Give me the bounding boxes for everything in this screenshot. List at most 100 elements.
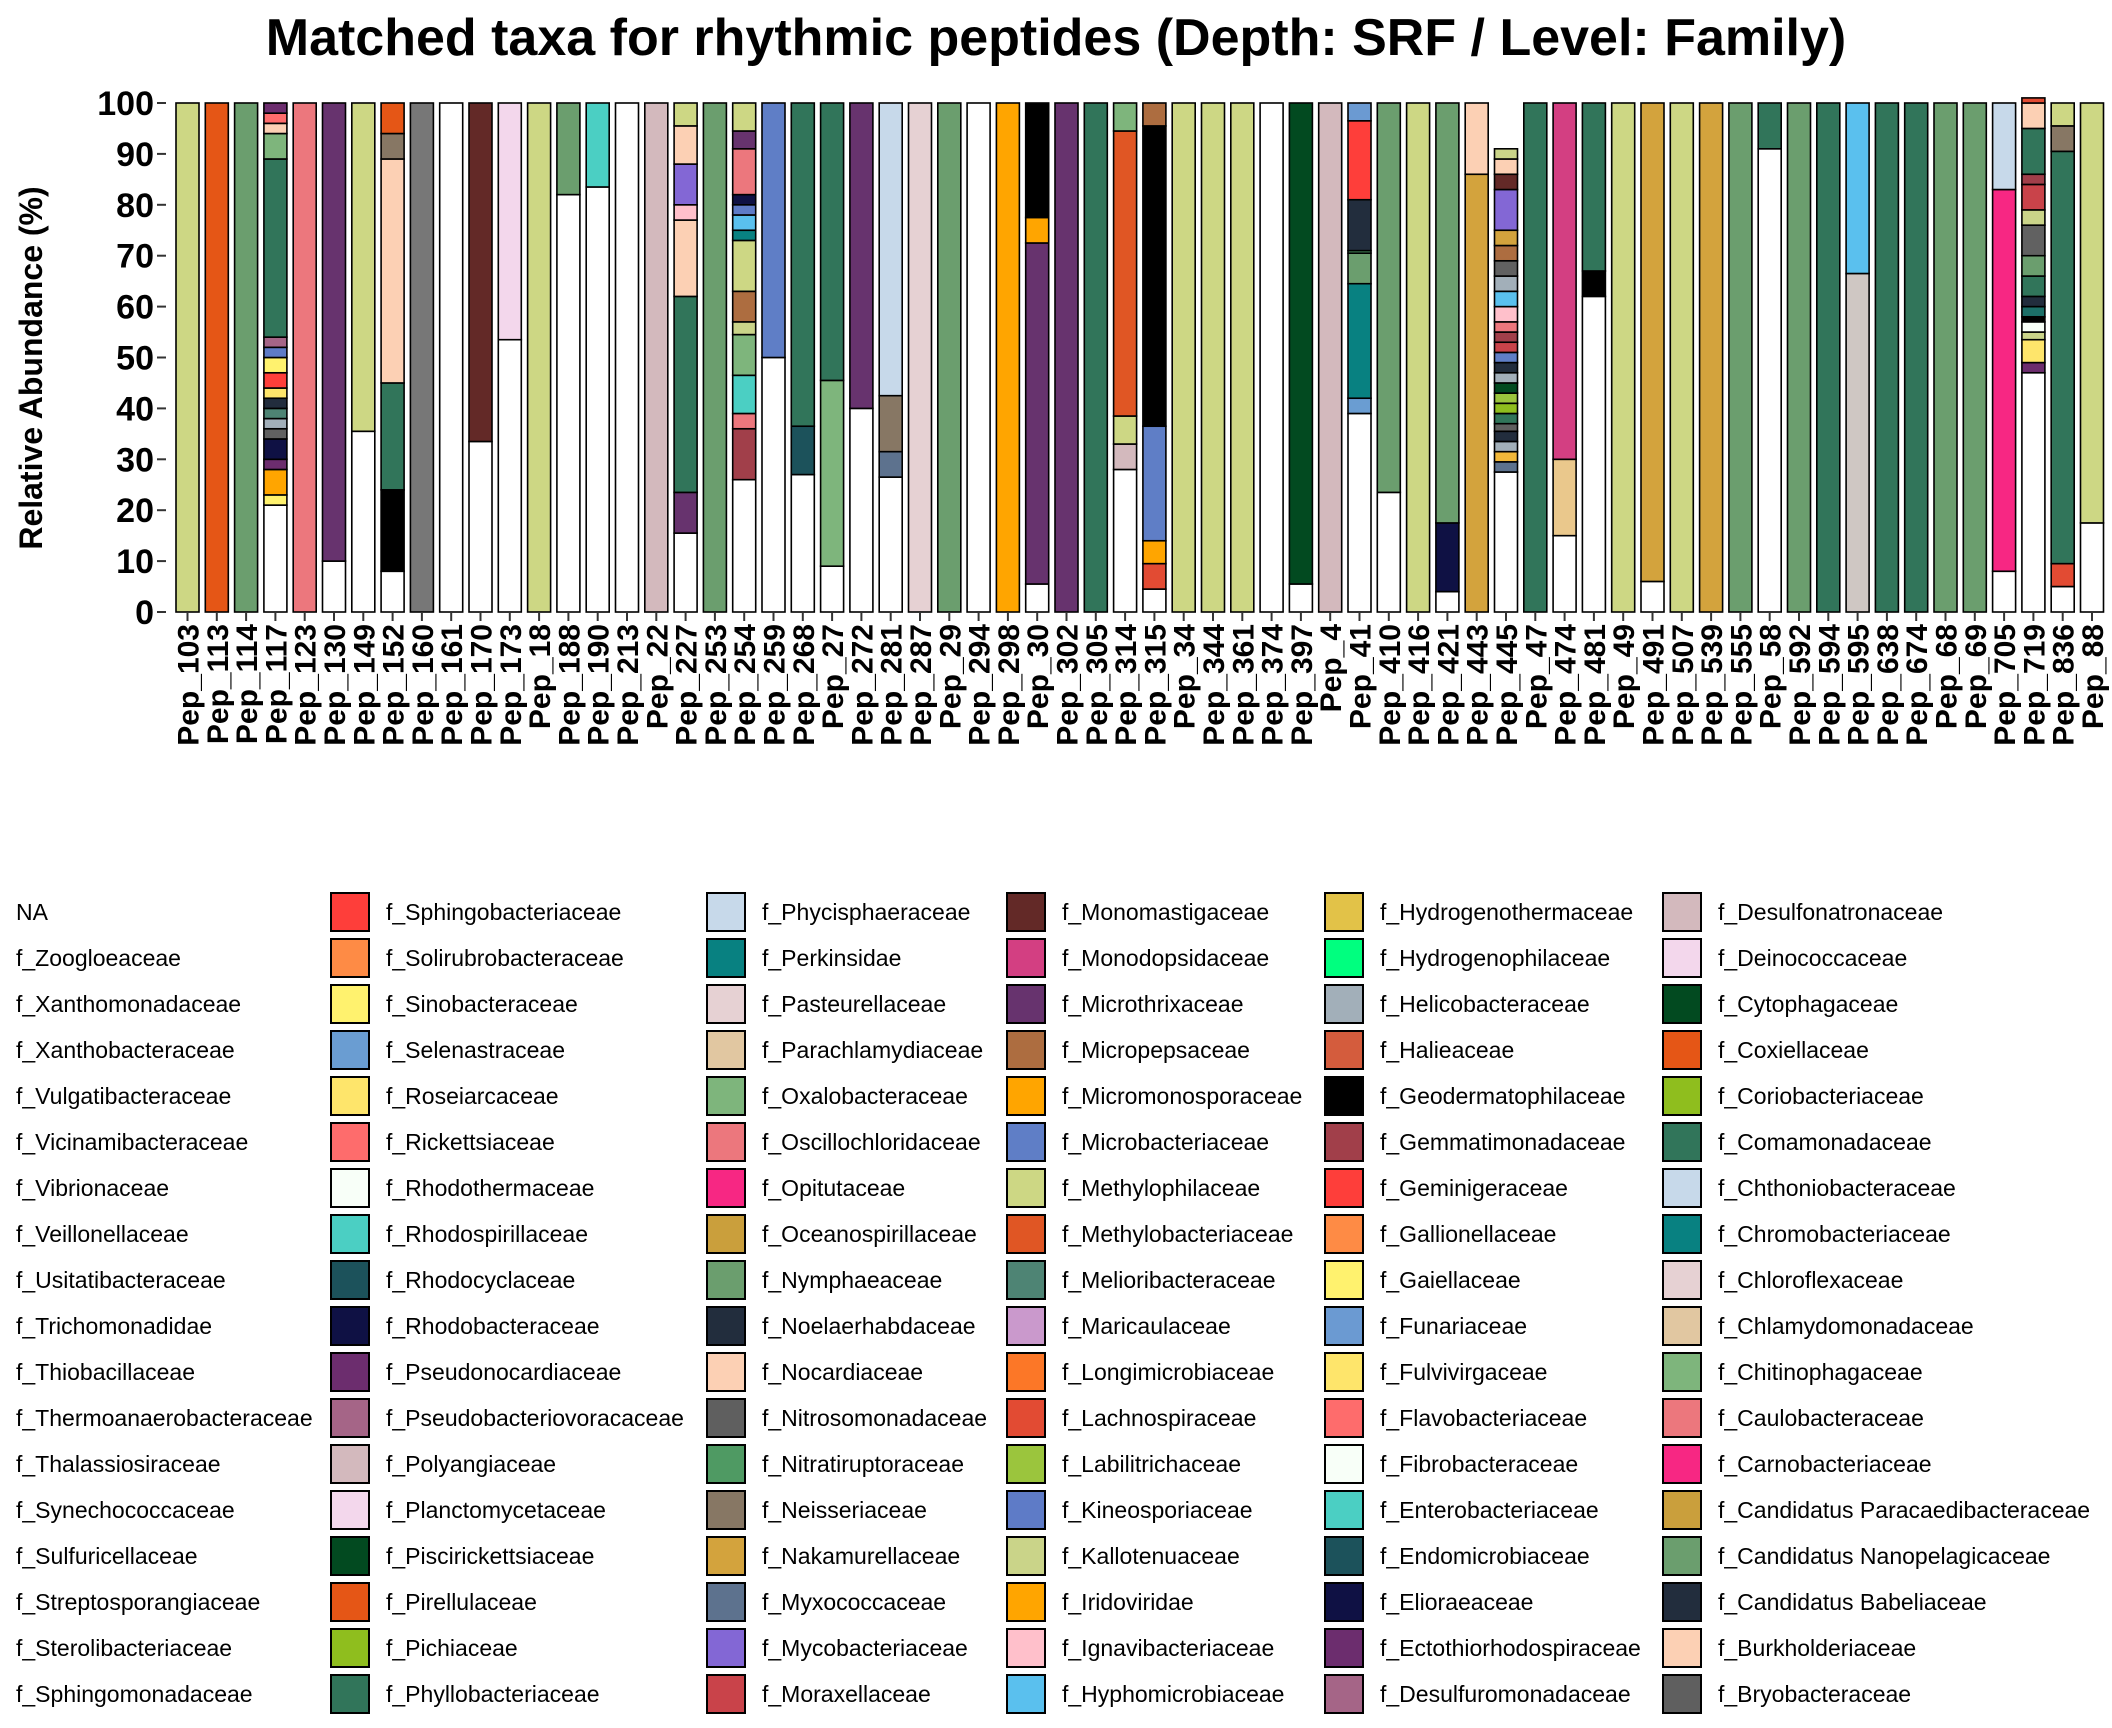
legend-label: f_Fibrobacteraceae (1380, 1450, 1579, 1477)
legend-item: f_Synechococcaceae (14, 1488, 235, 1532)
bar-stack (263, 102, 288, 613)
legend-item: NA (14, 890, 48, 934)
legend-swatch (706, 1444, 746, 1484)
bar-stack (1698, 102, 1724, 613)
legend-item: f_Cytophagaceae (1662, 982, 1898, 1026)
bar-segment (761, 102, 786, 359)
x-tick-label: Pep_344 (1198, 624, 1231, 746)
legend-item: f_Desulfuromonadaceae (1324, 1672, 1631, 1716)
legend-label: f_Pseudobacteriovoracaceae (386, 1404, 684, 1431)
bar-segment (204, 102, 230, 613)
legend-item: f_Funariaceae (1324, 1304, 1527, 1348)
bar-stack (526, 102, 552, 613)
legend-item: f_Chlamydomonadaceae (1662, 1304, 1974, 1348)
legend-item: f_Sphingobacteriaceae (330, 890, 621, 934)
legend-swatch (1006, 1398, 1046, 1438)
bar-stack (1464, 102, 1489, 613)
y-tick-label: 50 (116, 340, 154, 378)
legend-swatch (1324, 1168, 1364, 1208)
legend-label: f_Enterobacteriaceae (1380, 1496, 1599, 1523)
legend-label: f_Chromobacteriaceae (1718, 1220, 1951, 1247)
x-tick-label: Pep_152 (378, 624, 411, 746)
bar-segment (2021, 97, 2046, 104)
legend-item: f_Candidatus Nanopelagicaceae (1662, 1534, 2050, 1578)
bar-segment (2021, 127, 2046, 176)
legend-item: f_Sterolibacteriaceae (14, 1626, 232, 1670)
legend-label: f_Geodermatophilaceae (1380, 1082, 1626, 1109)
bar-segment (761, 356, 786, 613)
bar-stack (1669, 102, 1695, 613)
bar-stack (819, 102, 845, 613)
legend-item: f_Bryobacteraceae (1662, 1672, 1911, 1716)
legend-swatch (1662, 1628, 1702, 1668)
legend-label: f_Endomicrobiaceae (1380, 1542, 1590, 1569)
x-tick-label: Pep_130 (319, 624, 352, 746)
legend-item: f_Micromonosporaceae (1006, 1074, 1302, 1118)
bar-segment (1845, 102, 1870, 275)
legend-label: f_Hydrogenophilaceae (1380, 944, 1611, 971)
x-tick-label: Pep_445 (1491, 624, 1524, 746)
bar-segment (1640, 102, 1665, 583)
bar-segment (731, 214, 757, 232)
bar-segment (878, 102, 904, 397)
bar-stack (995, 102, 1021, 613)
legend-label: f_Vicinamibacteraceae (16, 1128, 249, 1155)
legend-item: f_Parachlamydiaceae (706, 1028, 983, 1072)
legend-item: f_Vicinamibacteraceae (14, 1120, 248, 1164)
legend-label: f_Methylobacteriaceae (1062, 1220, 1294, 1247)
legend-swatch (706, 1168, 746, 1208)
bar-segment (1347, 198, 1372, 252)
bar-stack (731, 102, 757, 613)
x-tick-label: Pep_638 (1872, 624, 1905, 746)
bar-segment (263, 397, 288, 410)
bar-segment (819, 102, 845, 382)
legend-swatch (1324, 1306, 1364, 1346)
bar-stack (175, 102, 200, 613)
legend-label: f_Phycisphaeraceae (762, 898, 971, 925)
legend-label: f_Kineosporiaceae (1062, 1496, 1253, 1523)
legend-label: f_Caulobacteraceae (1718, 1404, 1924, 1431)
x-tick-label: Pep_22 (641, 624, 674, 729)
bar-segment (468, 102, 493, 443)
bar-stack (1581, 102, 1607, 613)
bar-segment (1112, 130, 1138, 417)
bar-segment (2050, 562, 2075, 588)
legend-item: f_Mycobacteriaceae (706, 1626, 968, 1670)
legend-item: f_Streptosporangiaceae (14, 1580, 260, 1624)
bar-segment (731, 321, 757, 336)
legend-swatch (706, 1260, 746, 1300)
bar-segment (702, 102, 728, 613)
bar-segment (1493, 148, 1519, 160)
legend-label: f_Xanthobacteraceae (16, 1036, 235, 1063)
bar-segment (1054, 102, 1079, 613)
x-tick-label: Pep_123 (290, 624, 323, 746)
bar-segment (1757, 102, 1782, 150)
y-axis-label: Relative Abundance (%) (13, 186, 49, 549)
legend-label: f_Vibrionaceae (16, 1174, 170, 1201)
x-tick-label: Pep_397 (1286, 624, 1319, 746)
bar-stack (1845, 102, 1870, 613)
y-tick-label: 30 (116, 441, 154, 479)
bar-segment (731, 229, 757, 242)
bar-segment (1142, 425, 1167, 542)
legend-swatch (706, 1214, 746, 1254)
bar-segment (1200, 102, 1226, 613)
bar-segment (1024, 242, 1050, 585)
bar-stack (1933, 102, 1958, 613)
bar-segment (1259, 102, 1284, 613)
bar-segment (263, 122, 288, 135)
y-tick-label: 80 (116, 187, 154, 225)
bar-segment (1786, 102, 1812, 613)
bar-segment (497, 338, 523, 613)
legend-item: f_Myxococcaceae (706, 1580, 946, 1624)
legend-swatch (1006, 1306, 1046, 1346)
x-tick-label: Pep_302 (1052, 624, 1085, 746)
bar-segment (2079, 522, 2105, 613)
bar-segment (2021, 254, 2046, 277)
bar-segment (1230, 102, 1255, 613)
legend-swatch (330, 1628, 370, 1668)
legend-item: f_Comamonadaceae (1662, 1120, 1932, 1164)
bar-segment (731, 412, 757, 430)
legend-label: f_Roseiarcaceae (386, 1082, 559, 1109)
legend-item: f_Monodopsidaceae (1006, 936, 1269, 980)
